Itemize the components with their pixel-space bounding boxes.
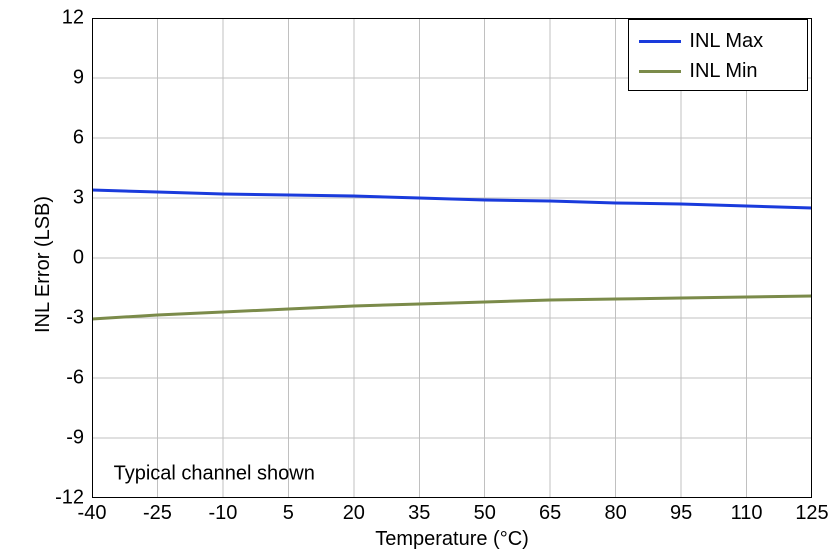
- legend-swatch: [639, 70, 681, 73]
- x-tick-label: 125: [795, 502, 828, 525]
- x-tick-label: -10: [208, 502, 237, 525]
- x-tick-label: 50: [474, 502, 496, 525]
- y-tick-label: -9: [66, 427, 84, 450]
- x-tick-label: 5: [283, 502, 294, 525]
- y-tick-label: 3: [73, 187, 84, 210]
- legend-item: INL Min: [639, 56, 797, 86]
- y-tick-label: 9: [73, 67, 84, 90]
- chart-stage: INL MaxINL Min -40-25-105203550658095110…: [0, 0, 839, 559]
- x-axis-title: Temperature (°C): [375, 528, 529, 551]
- y-axis-title: INL Error (LSB): [32, 196, 55, 333]
- x-tick-label: 20: [343, 502, 365, 525]
- series-inl-max: [92, 190, 812, 208]
- legend-swatch: [639, 40, 681, 43]
- y-tick-label: -6: [66, 367, 84, 390]
- y-tick-label: 12: [62, 7, 84, 30]
- plot-annotation: Typical channel shown: [114, 463, 315, 486]
- legend-label: INL Max: [689, 30, 763, 53]
- x-tick-label: 95: [670, 502, 692, 525]
- x-tick-label: 65: [539, 502, 561, 525]
- x-tick-label: 80: [605, 502, 627, 525]
- x-tick-label: 110: [731, 502, 763, 525]
- legend-item: INL Max: [639, 26, 797, 56]
- y-tick-label: 0: [73, 247, 84, 270]
- x-tick-label: -25: [143, 502, 172, 525]
- y-tick-label: -12: [55, 487, 84, 510]
- legend-label: INL Min: [689, 60, 757, 83]
- y-tick-label: 6: [73, 127, 84, 150]
- legend: INL Max INL Min: [628, 19, 808, 91]
- x-tick-label: 35: [408, 502, 430, 525]
- series-inl-min: [92, 296, 812, 319]
- y-tick-label: -3: [66, 307, 84, 330]
